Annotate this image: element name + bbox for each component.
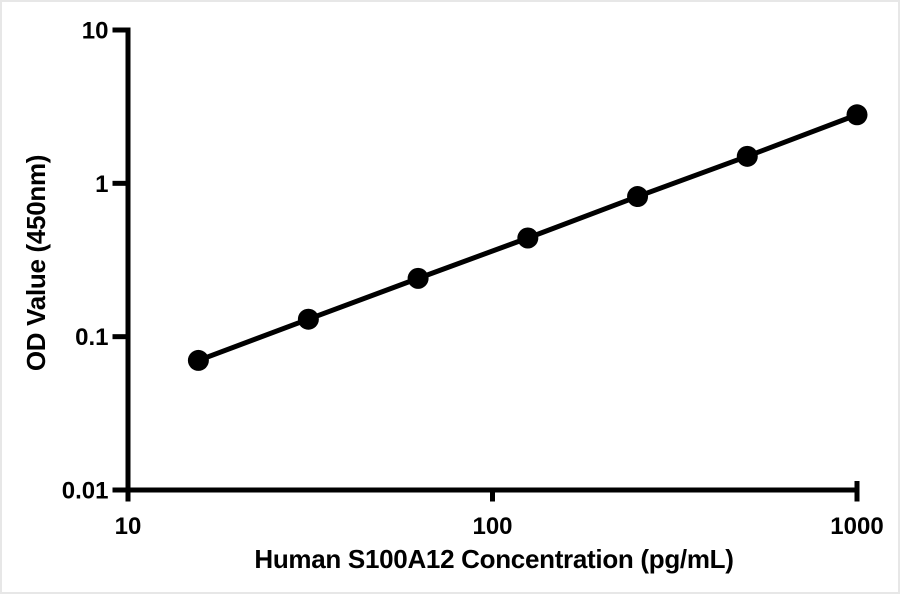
data-point (736, 145, 758, 167)
data-point (517, 227, 539, 249)
data-point (627, 186, 649, 208)
data-point (846, 104, 868, 126)
y-tick-label: 0.1 (75, 324, 108, 351)
y-tick-label: 0.01 (62, 478, 109, 505)
y-tick-label: 10 (82, 18, 109, 45)
x-axis-title: Human S100A12 Concentration (pg/mL) (254, 544, 733, 574)
data-point (297, 308, 319, 330)
x-tick-label: 1000 (830, 513, 883, 540)
y-axis-title: OD Value (450nm) (21, 155, 51, 371)
data-point (407, 267, 429, 289)
x-tick-label: 100 (472, 513, 512, 540)
y-tick-label: 1 (95, 171, 108, 198)
data-point (187, 349, 209, 371)
x-tick-label: 10 (115, 513, 142, 540)
